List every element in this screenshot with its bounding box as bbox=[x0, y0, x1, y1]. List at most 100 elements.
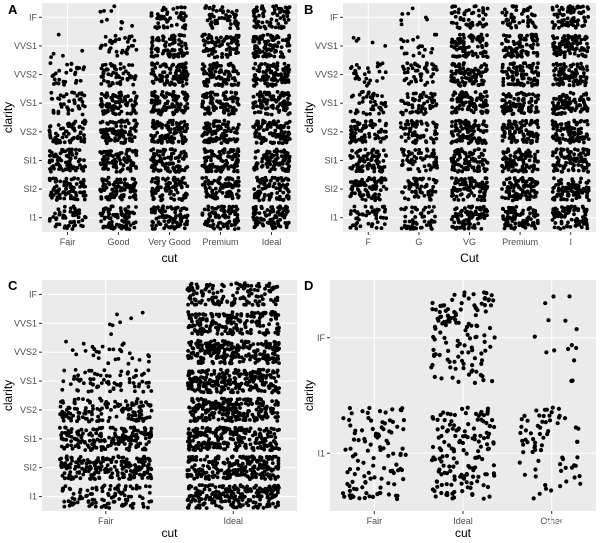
data-point bbox=[165, 205, 170, 210]
data-point bbox=[353, 131, 358, 136]
data-point bbox=[278, 197, 283, 202]
data-point bbox=[434, 102, 439, 107]
data-point bbox=[368, 112, 372, 116]
data-point bbox=[58, 93, 63, 98]
data-point bbox=[555, 192, 560, 197]
data-point bbox=[204, 140, 209, 144]
data-point bbox=[58, 126, 63, 131]
data-point bbox=[258, 34, 263, 39]
data-point bbox=[110, 120, 115, 124]
data-point bbox=[408, 110, 413, 115]
data-point bbox=[120, 48, 125, 53]
data-point bbox=[111, 111, 116, 116]
data-point bbox=[206, 204, 211, 209]
data-point bbox=[464, 155, 469, 159]
data-point bbox=[172, 226, 177, 231]
data-point bbox=[517, 108, 521, 113]
data-point bbox=[359, 165, 364, 170]
data-point bbox=[71, 126, 76, 131]
data-point bbox=[214, 76, 219, 80]
data-point bbox=[178, 102, 183, 106]
data-point bbox=[206, 36, 210, 41]
data-point bbox=[113, 185, 117, 190]
data-point bbox=[403, 219, 407, 224]
data-point bbox=[260, 20, 265, 25]
data-point bbox=[212, 40, 216, 45]
data-point bbox=[450, 191, 455, 196]
data-point bbox=[422, 193, 427, 198]
data-point bbox=[174, 130, 179, 135]
data-point bbox=[228, 14, 232, 19]
data-point bbox=[55, 133, 60, 138]
data-point bbox=[70, 108, 75, 112]
data-point bbox=[273, 225, 278, 230]
data-point bbox=[157, 222, 162, 226]
data-point bbox=[232, 152, 237, 157]
data-point bbox=[125, 101, 130, 105]
data-point bbox=[236, 71, 241, 76]
data-point bbox=[367, 185, 372, 190]
data-point bbox=[271, 184, 276, 189]
data-point bbox=[254, 122, 258, 127]
data-point bbox=[282, 150, 287, 155]
data-point bbox=[103, 34, 108, 39]
data-point bbox=[51, 51, 56, 56]
data-point bbox=[251, 39, 256, 44]
data-point bbox=[62, 102, 66, 107]
data-point bbox=[363, 204, 368, 209]
data-point bbox=[365, 190, 370, 195]
data-point bbox=[127, 34, 132, 39]
data-point bbox=[270, 77, 274, 82]
data-point bbox=[405, 92, 410, 96]
data-point bbox=[102, 78, 106, 83]
data-point bbox=[82, 104, 87, 109]
data-point bbox=[111, 104, 116, 108]
data-point bbox=[511, 211, 516, 215]
data-point bbox=[524, 190, 528, 195]
data-point bbox=[126, 205, 131, 209]
data-point bbox=[114, 124, 119, 128]
data-point bbox=[484, 185, 489, 190]
data-point bbox=[520, 119, 525, 123]
data-point bbox=[450, 132, 455, 136]
data-point bbox=[101, 75, 105, 79]
data-point bbox=[72, 121, 76, 126]
data-point bbox=[362, 138, 367, 143]
data-point bbox=[61, 190, 66, 195]
data-point bbox=[274, 99, 279, 104]
data-point bbox=[371, 93, 375, 98]
data-point bbox=[172, 104, 177, 109]
data-point bbox=[281, 183, 285, 187]
data-point bbox=[150, 93, 155, 98]
data-point bbox=[211, 104, 216, 109]
data-point bbox=[425, 123, 430, 127]
data-point bbox=[117, 152, 122, 157]
data-point bbox=[278, 224, 283, 229]
data-point bbox=[271, 97, 275, 101]
data-point bbox=[251, 105, 256, 110]
panel-label: A bbox=[8, 2, 18, 17]
data-point bbox=[272, 220, 276, 225]
data-point bbox=[500, 104, 504, 109]
data-point bbox=[472, 223, 477, 228]
data-point bbox=[74, 182, 79, 186]
data-point bbox=[76, 215, 81, 220]
data-point bbox=[132, 103, 137, 108]
data-point bbox=[173, 206, 178, 211]
data-point bbox=[572, 158, 577, 163]
data-point bbox=[507, 94, 512, 99]
data-point bbox=[574, 223, 578, 228]
data-point bbox=[180, 72, 185, 76]
data-point bbox=[261, 14, 266, 19]
data-point bbox=[82, 133, 86, 138]
data-point bbox=[210, 225, 215, 229]
data-point bbox=[216, 83, 221, 87]
data-point bbox=[129, 74, 134, 79]
data-point bbox=[384, 187, 389, 191]
data-point bbox=[500, 169, 505, 174]
data-point bbox=[152, 157, 156, 162]
data-point bbox=[117, 224, 122, 229]
data-point bbox=[382, 222, 387, 227]
data-point bbox=[226, 108, 231, 113]
data-point bbox=[214, 9, 219, 13]
